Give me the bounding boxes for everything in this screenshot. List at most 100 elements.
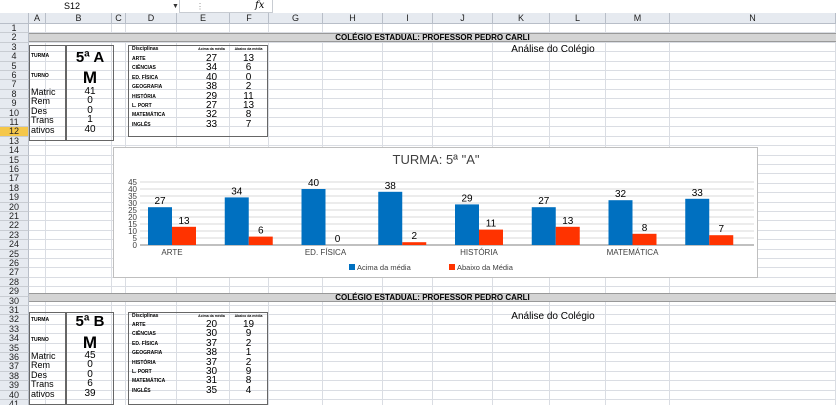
column-header[interactable]: E: [177, 13, 230, 24]
row-header[interactable]: 38: [0, 371, 29, 382]
row-header[interactable]: 25: [0, 249, 29, 259]
row-header[interactable]: 22: [0, 220, 29, 231]
row-header[interactable]: 10: [0, 108, 29, 118]
data-label: 27: [154, 196, 166, 207]
subject-name: GEOGRAFIA: [132, 84, 163, 91]
row-header[interactable]: 37: [0, 361, 29, 372]
column-header[interactable]: I: [383, 13, 433, 24]
row-header[interactable]: 27: [0, 267, 29, 278]
row-header[interactable]: 39: [0, 380, 29, 391]
row-header[interactable]: 32: [0, 314, 29, 325]
formula-input[interactable]: [272, 0, 836, 13]
row-header[interactable]: 41: [0, 399, 29, 405]
subject-name: CIÊNCIAS: [132, 65, 156, 72]
row-header[interactable]: 28: [0, 277, 29, 288]
column-header[interactable]: M: [606, 13, 670, 24]
row-header[interactable]: 20: [0, 202, 29, 212]
bar: [632, 233, 657, 245]
data-label: 2: [411, 231, 417, 242]
row-header[interactable]: 19: [0, 192, 29, 203]
row-header[interactable]: 11: [0, 117, 29, 128]
abaixo-value: 8: [245, 109, 252, 121]
stat-label: Des: [31, 105, 48, 116]
row-header[interactable]: 15: [0, 155, 29, 165]
formula-bar-handle-icon[interactable]: ⋮: [196, 2, 204, 11]
column-header[interactable]: L: [550, 13, 606, 24]
subject-name: ED. FÍSICA: [132, 340, 159, 347]
row-header[interactable]: 24: [0, 239, 29, 250]
acima-value: 32: [205, 109, 218, 121]
row-header[interactable]: 30: [0, 296, 29, 306]
column-header[interactable]: A: [29, 13, 46, 24]
y-tick-label: 5: [133, 234, 138, 243]
y-tick-label: 10: [128, 227, 137, 236]
name-box[interactable]: S12: [0, 0, 180, 13]
select-all-corner[interactable]: [0, 13, 29, 24]
subjects-table: [128, 45, 268, 137]
y-tick-label: 40: [128, 185, 137, 194]
row-header[interactable]: 7: [0, 79, 29, 90]
row-header[interactable]: 6: [0, 70, 29, 81]
subject-name: CIÊNCIAS: [132, 331, 156, 338]
row-header[interactable]: 12: [0, 126, 29, 137]
acima-value: 31: [205, 375, 218, 387]
column-header[interactable]: B: [46, 13, 112, 24]
bar: [172, 226, 196, 245]
bar: [148, 207, 172, 245]
subject-name: ARTE: [132, 322, 146, 328]
row-header[interactable]: 2: [0, 32, 29, 43]
row-header[interactable]: 36: [0, 352, 29, 363]
column-header[interactable]: N: [670, 13, 836, 24]
bar: [301, 189, 326, 245]
row-header[interactable]: 8: [0, 89, 29, 100]
row-header[interactable]: 40: [0, 390, 29, 400]
column-header[interactable]: H: [323, 13, 383, 24]
row-header[interactable]: 5: [0, 61, 29, 71]
column-header[interactable]: F: [230, 13, 269, 24]
row-header[interactable]: 4: [0, 51, 29, 62]
bar: [531, 207, 556, 245]
acima-header: Acima da média: [198, 47, 225, 51]
column-header[interactable]: G: [269, 13, 323, 24]
x-tick-label: ARTE: [161, 248, 182, 257]
subject-name: L. PORT: [132, 369, 152, 375]
stat-label: Des: [31, 369, 48, 380]
stat-label: ativos: [31, 124, 55, 135]
row-header[interactable]: 35: [0, 343, 29, 353]
x-tick-label: HISTÓRIA: [460, 248, 498, 257]
chevron-down-icon[interactable]: ▼: [172, 3, 179, 10]
row-header[interactable]: 17: [0, 173, 29, 184]
school-banner: COLÉGIO ESTADUAL: PROFESSOR PEDRO CARLI: [29, 33, 836, 42]
y-tick-label: 35: [128, 192, 137, 201]
analise-title-2: Análise do Colégio: [511, 311, 595, 322]
row-header[interactable]: 9: [0, 98, 29, 109]
row-header[interactable]: 26: [0, 258, 29, 269]
column-header[interactable]: C: [112, 13, 126, 24]
data-label: 11: [486, 219, 497, 230]
data-label: 32: [615, 189, 627, 200]
row-header[interactable]: 34: [0, 333, 29, 344]
row-header[interactable]: 31: [0, 305, 29, 316]
row-header[interactable]: 16: [0, 164, 29, 175]
turma-value-2: 5ª B: [75, 313, 105, 330]
row-header[interactable]: 13: [0, 136, 29, 147]
column-header[interactable]: K: [493, 13, 550, 24]
row-header[interactable]: 29: [0, 286, 29, 297]
column-header[interactable]: D: [126, 13, 177, 24]
column-header[interactable]: J: [433, 13, 493, 24]
row-header[interactable]: 18: [0, 183, 29, 194]
row-header[interactable]: 1: [0, 23, 29, 34]
y-tick-label: 30: [128, 199, 137, 208]
data-label: 34: [231, 186, 243, 197]
abaixo-value: 19: [242, 319, 255, 330]
bar-chart[interactable]: TURMA: 5ª "A" 0 5 10 15 20 25 30 35 40 45 27 13 34 6 40…: [113, 147, 758, 278]
row-header[interactable]: 21: [0, 211, 29, 222]
stat-value: 41: [84, 86, 96, 97]
abaixo-value: 1: [245, 347, 252, 359]
row-header[interactable]: 14: [0, 145, 29, 156]
row-header[interactable]: 23: [0, 230, 29, 241]
row-header[interactable]: 33: [0, 324, 29, 335]
fx-icon[interactable]: fx: [255, 0, 265, 11]
row-header[interactable]: 3: [0, 42, 29, 53]
stat-value: 1: [87, 114, 93, 126]
